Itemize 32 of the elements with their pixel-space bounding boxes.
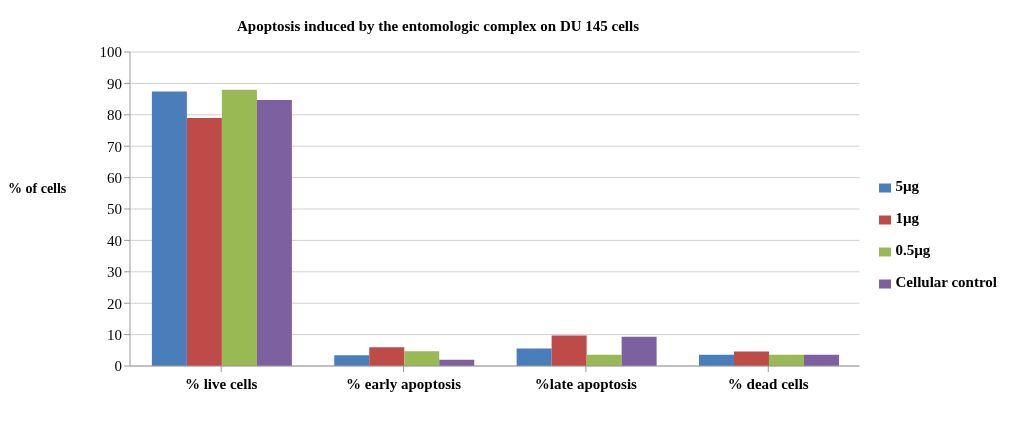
- bar: [256, 100, 292, 366]
- legend-label: 5µg: [895, 178, 920, 194]
- y-tick-label: 10: [107, 326, 122, 343]
- bar: [151, 91, 187, 366]
- bar: [733, 351, 769, 366]
- x-tick-label: %late apoptosis: [534, 375, 638, 392]
- y-tick-label: 30: [107, 264, 122, 281]
- y-tick-label: 100: [99, 44, 122, 61]
- y-tick-label: 0: [114, 358, 122, 375]
- bar: [186, 117, 222, 366]
- bar: [369, 347, 405, 366]
- y-axis-title: % of cells: [8, 180, 68, 198]
- x-tick-label: % dead cells: [727, 375, 809, 392]
- legend-label: 1µg: [895, 210, 920, 226]
- bar: [221, 89, 257, 366]
- bar: [516, 348, 552, 366]
- bar: [551, 335, 587, 366]
- y-tick-label: 60: [107, 169, 122, 186]
- legend-label: Cellular control: [895, 274, 997, 290]
- y-tick-label: 20: [107, 295, 122, 312]
- y-tick-label: 80: [107, 107, 122, 124]
- legend-label: 0.5µg: [895, 242, 931, 258]
- y-tick-label: 50: [107, 201, 122, 218]
- bar: [334, 355, 370, 366]
- x-tick-label: % live cells: [184, 375, 258, 392]
- y-tick-label: 90: [107, 75, 122, 92]
- y-tick-label: 70: [107, 138, 122, 155]
- x-tick-label: % early apoptosis: [346, 375, 462, 392]
- bar: [404, 351, 440, 366]
- chart-title: Apoptosis induced by the entomologic complex on DU 145 cells: [235, 17, 641, 36]
- y-tick-label: 40: [107, 232, 122, 249]
- bar: [621, 336, 657, 366]
